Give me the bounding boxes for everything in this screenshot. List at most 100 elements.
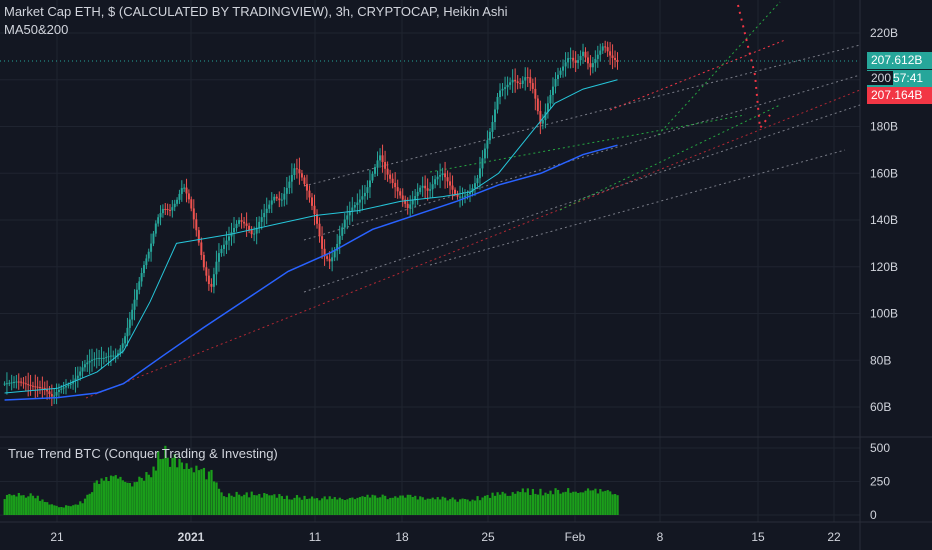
volume-bar-13 [34,498,37,515]
candle-body-110 [268,204,271,209]
candle-body-242 [599,50,602,55]
candle-body-55 [133,299,136,310]
volume-bar-237 [586,488,590,515]
volume-bar-222 [549,490,552,515]
volume-bar-66 [159,459,162,515]
volume-bar-196 [483,495,487,515]
volume-bar-243 [601,491,604,515]
candle-body-219 [541,120,544,124]
candle-body-43 [105,357,108,359]
volume-bar-47 [114,475,117,515]
volume-bar-60 [145,472,148,515]
volume-bar-68 [164,445,167,515]
volume-bar-134 [328,496,331,515]
candle-body-152 [373,167,376,174]
candle-body-30 [74,378,77,382]
candle-body-103 [250,229,253,235]
volume-bar-21 [53,505,56,515]
candle-body-16 [41,387,44,389]
candle-body-92 [222,244,225,249]
x-tick-label-3: 18 [395,530,409,544]
volume-bar-213 [526,488,529,515]
candle-body-23 [57,389,60,393]
candle-body-230 [569,57,572,59]
volume-bar-233 [577,492,580,515]
volume-bar-1 [5,494,9,515]
chart-title: Market Cap ETH, $ (CALCULATED BY TRADING… [4,4,508,19]
volume-bar-246 [609,491,612,515]
volume-bar-46 [112,476,115,515]
countdown-prefix: 200 [867,71,894,85]
candle-body-46 [112,355,115,357]
candle-body-8 [22,382,25,384]
volume-bar-190 [468,501,472,515]
volume-bar-201 [496,492,499,515]
volume-bar-9 [24,497,28,515]
volume-bar-41 [100,478,103,515]
candle-body-116 [283,193,286,200]
candle-body-171 [421,185,424,188]
candle-body-229 [567,58,570,63]
volume-bar-75 [180,462,184,515]
volume-bar-218 [539,488,542,515]
candle-body-108 [263,212,266,218]
candle-body-183 [451,185,454,190]
candle-body-173 [426,188,429,191]
candle-body-21 [53,395,56,397]
candle-body-127 [310,197,313,206]
candle-body-6 [17,381,20,383]
volume-bar-45 [109,475,113,515]
candle-body-117 [285,187,288,194]
volume-bar-178 [439,499,442,515]
volume-bar-67 [161,458,165,515]
candle-body-157 [386,168,389,175]
y-tick-label-3: 120B [870,260,898,274]
candle-body-232 [574,60,577,63]
volume-bar-78 [187,468,191,515]
candle-body-175 [431,184,434,190]
volume-bar-198 [488,497,492,515]
volume-bar-81 [195,465,198,515]
candle-body-51 [124,336,127,344]
x-tick-label-4: 25 [481,530,495,544]
volume-bar-147 [361,496,364,515]
candle-body-214 [529,77,532,84]
volume-bar-97 [235,491,238,515]
volume-bar-245 [606,490,609,515]
volume-bar-187 [461,498,464,515]
candle-body-138 [338,235,341,245]
secondary-price-tag: 207.164B [867,87,932,104]
volume-bar-200 [493,495,497,515]
volume-bar-210 [519,492,522,515]
volume-bar-114 [278,494,281,515]
volume-bar-231 [572,491,575,515]
candle-body-226 [559,70,562,75]
candle-body-187 [461,196,464,198]
candle-body-38 [93,358,96,360]
volume-bar-91 [220,492,223,515]
volume-bar-35 [86,494,89,515]
candle-body-149 [366,187,369,193]
candle-body-3 [10,382,13,384]
volume-bar-122 [298,497,301,515]
candle-body-144 [353,205,356,208]
volume-bar-139 [341,499,344,515]
volume-bar-37 [91,492,94,515]
volume-bar-77 [185,463,188,515]
volume-bar-102 [248,497,251,515]
volume-bar-124 [303,495,306,515]
candle-body-240 [594,58,597,64]
volume-bar-33 [81,503,84,515]
candle-body-77 [185,187,188,194]
candle-body-215 [531,83,534,89]
candle-body-17 [43,387,46,389]
candle-body-227 [562,66,565,71]
x-tick-label-7: 15 [751,530,765,544]
candle-body-161 [396,187,399,192]
candle-body-181 [446,177,449,182]
volume-bar-65 [157,451,160,515]
candle-body-184 [454,189,457,194]
volume-bar-141 [346,499,349,515]
candle-body-206 [509,82,512,85]
